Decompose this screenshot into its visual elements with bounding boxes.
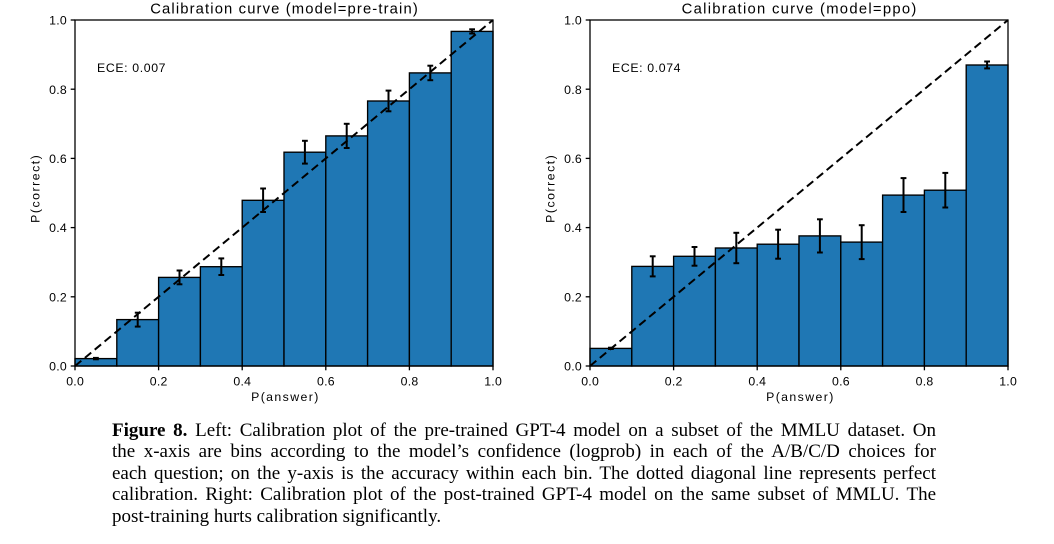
svg-text:P(correct): P(correct): [29, 155, 43, 223]
svg-text:0.6: 0.6: [564, 152, 582, 166]
svg-text:0.4: 0.4: [748, 374, 766, 388]
svg-text:ECE: 0.007: ECE: 0.007: [97, 61, 166, 75]
svg-text:P(answer): P(answer): [766, 390, 833, 404]
svg-text:0.0: 0.0: [581, 374, 599, 388]
svg-text:0.2: 0.2: [49, 290, 67, 304]
svg-text:0.0: 0.0: [564, 360, 582, 374]
svg-text:0.8: 0.8: [564, 83, 582, 97]
svg-text:0.6: 0.6: [49, 152, 67, 166]
svg-text:0.0: 0.0: [66, 374, 84, 388]
svg-text:0.4: 0.4: [564, 221, 582, 235]
svg-text:0.4: 0.4: [49, 221, 67, 235]
svg-text:P(answer): P(answer): [251, 390, 318, 404]
svg-text:0.0: 0.0: [49, 360, 67, 374]
svg-text:0.4: 0.4: [233, 374, 251, 388]
svg-text:0.2: 0.2: [564, 290, 582, 304]
svg-text:0.8: 0.8: [401, 374, 419, 388]
svg-text:1.0: 1.0: [484, 374, 502, 388]
svg-text:0.6: 0.6: [317, 374, 335, 388]
svg-text:ECE: 0.074: ECE: 0.074: [612, 61, 681, 75]
svg-text:0.8: 0.8: [49, 83, 67, 97]
svg-text:0.6: 0.6: [832, 374, 850, 388]
svg-text:0.2: 0.2: [665, 374, 683, 388]
svg-text:1.0: 1.0: [49, 14, 67, 28]
svg-text:0.8: 0.8: [916, 374, 934, 388]
svg-text:0.2: 0.2: [150, 374, 168, 388]
svg-text:1.0: 1.0: [999, 374, 1017, 388]
svg-text:1.0: 1.0: [564, 14, 582, 28]
svg-text:Calibration curve (model=pre-t: Calibration curve (model=pre-train): [150, 1, 418, 17]
svg-text:Calibration curve (model=ppo): Calibration curve (model=ppo): [682, 1, 917, 17]
svg-text:P(correct): P(correct): [544, 155, 558, 223]
